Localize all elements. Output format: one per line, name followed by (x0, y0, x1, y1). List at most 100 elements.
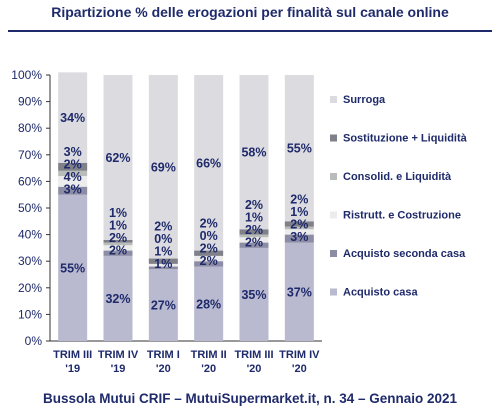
y-tick-label: 10% (18, 307, 42, 321)
data-label-acquisto_seconda_casa: 2% (109, 244, 127, 258)
legend-swatch-ristrutt_costruzione (330, 211, 337, 219)
bar-segment-acquisto_seconda_casa (103, 250, 133, 256)
bar-segment-acquisto_casa (103, 255, 133, 341)
bar-segment-surroga (284, 75, 314, 222)
y-tick-label: 50% (18, 201, 42, 215)
bar-segment-sostituzione_liquidita (103, 239, 133, 243)
bar-segment-consolid_liquidita (239, 234, 269, 238)
x-tick-label: '19 (65, 363, 80, 375)
legend-swatch-consolid_liquidita (330, 173, 337, 180)
y-tick-label: 100% (11, 68, 42, 82)
data-label-consolid_liquidita: 1% (245, 211, 263, 225)
bar-segment-surroga (239, 75, 269, 230)
data-label-surroga: 66% (196, 156, 221, 170)
bar-segment-acquisto_seconda_casa (239, 242, 269, 248)
bar-segment-ristrutt_costruzione (284, 229, 314, 235)
data-label-surroga: 55% (287, 142, 312, 156)
data-label-acquisto_seconda_casa: 2% (245, 236, 263, 250)
bar-segment-surroga (148, 75, 178, 259)
x-tick-label: '20 (156, 363, 171, 375)
data-label-surroga: 34% (60, 111, 85, 125)
bar-segment-acquisto_seconda_casa (194, 261, 224, 267)
data-label-acquisto_casa: 28% (196, 297, 221, 311)
y-tick-label: 60% (18, 174, 42, 188)
data-label-ristrutt_costruzione: 4% (64, 170, 82, 184)
data-label-acquisto_seconda_casa: 2% (200, 254, 218, 268)
bar-segment-ristrutt_costruzione (103, 245, 133, 251)
bar-segment-acquisto_casa (239, 247, 269, 341)
y-tick-label: 30% (18, 254, 42, 268)
legend-label-ristrutt_costruzione: Ristrutt. e Costruzione (343, 210, 461, 222)
legend-swatch-acquisto_seconda_casa (330, 250, 337, 257)
legend-label-acquisto_seconda_casa: Acquisto seconda casa (343, 248, 466, 260)
bar-segment-acquisto_casa (194, 266, 224, 341)
data-label-ristrutt_costruzione: 2% (290, 218, 308, 232)
y-tick-label: 20% (18, 281, 42, 295)
data-label-consolid_liquidita: 1% (109, 219, 127, 233)
bar-segment-consolid_liquidita (58, 170, 88, 177)
data-label-surroga: 62% (105, 151, 130, 165)
data-label-acquisto_casa: 37% (287, 285, 312, 299)
data-label-ristrutt_costruzione: 2% (109, 231, 127, 245)
x-tick-label: TRIM II (191, 349, 227, 361)
data-label-consolid_liquidita: 1% (290, 205, 308, 219)
bar-segment-sostituzione_liquidita (194, 250, 224, 256)
source-footer: Bussola Mutui CRIF – MutuiSupermarket.it… (42, 391, 458, 406)
y-tick-label: 0% (25, 334, 43, 348)
data-label-acquisto_casa: 35% (241, 288, 266, 302)
bar-segment-ristrutt_costruzione (148, 263, 178, 267)
bar-segment-surroga (58, 72, 88, 163)
data-label-acquisto_seconda_casa: 3% (290, 230, 308, 244)
legend-label-sostituzione_liquidita: Sostituzione + Liquidità (343, 133, 468, 145)
chart-title: Ripartizione % delle erogazioni per fina… (51, 4, 449, 20)
bar-segment-acquisto_casa (58, 194, 88, 341)
legend-swatch-surroga (330, 96, 337, 103)
legend-label-surroga: Surroga (343, 94, 386, 106)
legend-label-consolid_liquidita: Consolid. e Liquidità (343, 171, 452, 183)
data-label-consolid_liquidita: 0% (154, 232, 172, 246)
bar-segment-sostituzione_liquidita (239, 229, 269, 235)
bar-segment-sostituzione_liquidita (58, 162, 88, 171)
x-tick-label: TRIM III (234, 349, 273, 361)
data-label-sostituzione_liquidita: 3% (64, 145, 82, 159)
data-label-acquisto_casa: 32% (105, 292, 130, 306)
bar-segment-acquisto_seconda_casa (58, 186, 88, 195)
data-label-acquisto_casa: 27% (151, 299, 176, 313)
x-tick-label: TRIM I (147, 349, 180, 361)
data-label-surroga: 58% (241, 146, 266, 160)
bar-segment-surroga (194, 75, 224, 251)
y-tick-label: 90% (18, 95, 42, 109)
data-label-ristrutt_costruzione: 2% (200, 242, 218, 256)
data-label-sostituzione_liquidita: 2% (290, 193, 308, 207)
data-label-consolid_liquidita: 2% (64, 157, 82, 171)
data-label-ristrutt_costruzione: 2% (245, 223, 263, 237)
bar-segment-consolid_liquidita (103, 242, 133, 246)
data-label-sostituzione_liquidita: 2% (200, 217, 218, 231)
legend-label-acquisto_casa: Acquisto casa (343, 287, 418, 299)
bar-segment-ristrutt_costruzione (58, 176, 88, 187)
bar-segment-ristrutt_costruzione (194, 255, 224, 262)
data-label-sostituzione_liquidita: 2% (154, 219, 172, 233)
data-label-acquisto_seconda_casa: 1% (154, 257, 172, 271)
x-tick-label: '19 (111, 363, 126, 375)
x-tick-label: TRIM IV (279, 349, 320, 361)
title-divider (8, 30, 492, 32)
bar-segment-ristrutt_costruzione (239, 237, 269, 243)
bar-segment-acquisto_seconda_casa (148, 266, 178, 270)
legend-swatch-sostituzione_liquidita (330, 134, 337, 142)
legend-swatch-acquisto_casa (330, 288, 337, 296)
bar-segment-surroga (103, 75, 133, 240)
bar-segment-acquisto_seconda_casa (284, 234, 314, 243)
data-label-acquisto_seconda_casa: 3% (64, 182, 82, 196)
data-label-sostituzione_liquidita: 1% (109, 206, 127, 220)
x-tick-label: TRIM IV (98, 349, 139, 361)
data-label-acquisto_casa: 55% (60, 261, 85, 275)
data-label-consolid_liquidita: 0% (200, 229, 218, 243)
data-label-surroga: 69% (151, 160, 176, 174)
bar-segment-consolid_liquidita (284, 226, 314, 230)
x-tick-label: '20 (292, 363, 307, 375)
y-tick-label: 70% (18, 148, 42, 162)
bar-segment-sostituzione_liquidita (148, 258, 178, 264)
x-tick-label: '20 (201, 363, 216, 375)
data-label-ristrutt_costruzione: 1% (154, 244, 172, 258)
